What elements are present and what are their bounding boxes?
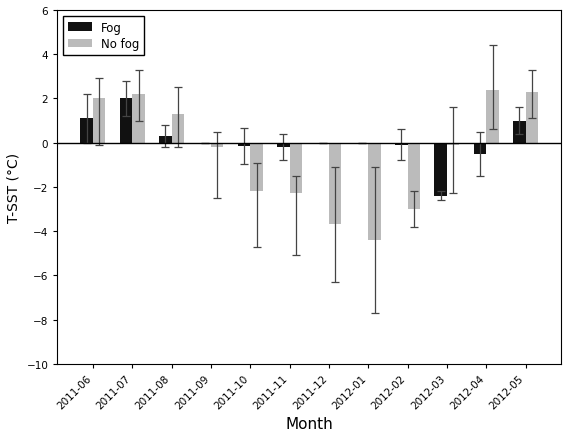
Bar [525,92,538,143]
Bar [395,143,408,145]
Legend: Fog, No fog: Fog, No fog [63,17,144,56]
Bar [435,143,447,196]
Bar [329,143,341,225]
Bar [132,95,145,143]
Bar [290,143,302,194]
X-axis label: Month: Month [285,416,333,431]
Bar [80,119,93,143]
Y-axis label: T-SST (°C): T-SST (°C) [7,152,21,223]
Bar [120,99,132,143]
Bar [237,143,250,147]
Bar [513,121,525,143]
Bar [93,99,106,143]
Bar [172,115,184,143]
Bar [447,143,460,145]
Bar [250,143,263,192]
Bar [368,143,381,240]
Bar [486,90,499,143]
Bar [159,137,172,143]
Bar [277,143,290,148]
Bar [474,143,486,154]
Bar [408,143,420,209]
Bar [211,143,223,148]
